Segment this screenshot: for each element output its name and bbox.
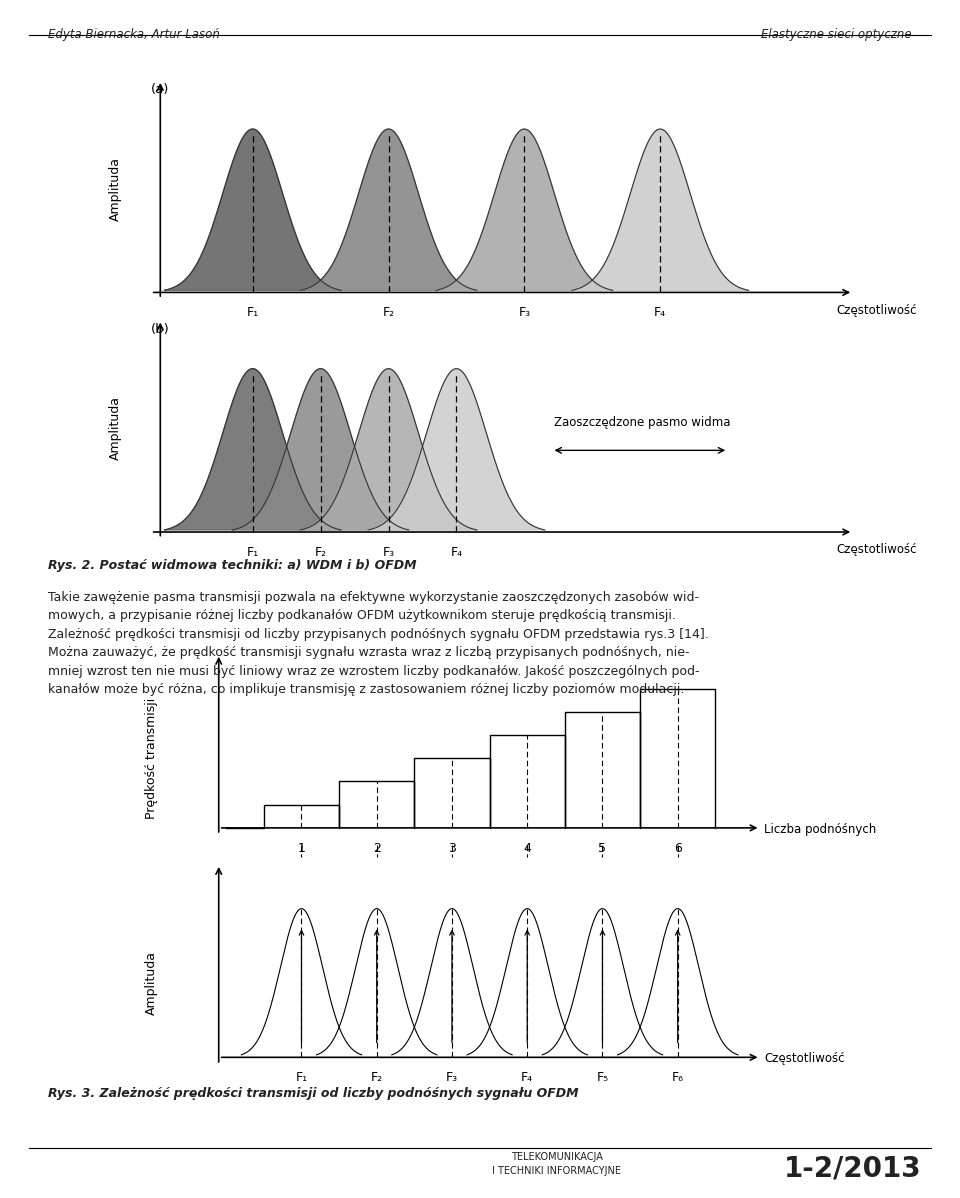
Text: Częstotliwość: Częstotliwość [764, 1052, 845, 1065]
Text: Amplituda: Amplituda [108, 397, 122, 460]
Text: 5: 5 [598, 842, 607, 855]
Text: mniej wzrost ten nie musi być liniowy wraz ze wzrostem liczby podkanałów. Jakość: mniej wzrost ten nie musi być liniowy wr… [48, 665, 700, 678]
Text: Zależność prędkości transmisji od liczby przypisanych podnóśnych sygnału OFDM pr: Zależność prędkości transmisji od liczby… [48, 628, 708, 641]
Polygon shape [317, 908, 437, 1054]
Text: F₃: F₃ [518, 307, 531, 320]
Text: 6: 6 [674, 842, 682, 855]
Polygon shape [436, 129, 612, 290]
Polygon shape [542, 908, 662, 1054]
Polygon shape [392, 908, 513, 1054]
Polygon shape [467, 908, 588, 1054]
Text: Częstotliwość: Częstotliwość [837, 544, 918, 556]
Text: F₂: F₂ [315, 546, 326, 559]
Text: mowych, a przypisanie różnej liczby podkanałów OFDM użytkownikom steruje prędkoś: mowych, a przypisanie różnej liczby podk… [48, 609, 676, 622]
Text: Liczba podnóśnych: Liczba podnóśnych [764, 823, 876, 836]
Text: Amplituda: Amplituda [145, 951, 157, 1015]
Text: 1: 1 [298, 842, 305, 855]
Text: F₃: F₃ [445, 1071, 458, 1084]
Text: Prędkość transmisji: Prędkość transmisji [145, 697, 157, 819]
Text: F₂: F₂ [382, 307, 395, 320]
Text: F₄: F₄ [654, 307, 666, 320]
Text: F₁: F₁ [247, 546, 259, 559]
Text: Zaoszczędzone pasmo widma: Zaoszczędzone pasmo widma [554, 416, 731, 429]
Polygon shape [164, 369, 341, 530]
Text: Amplituda: Amplituda [108, 157, 122, 220]
Text: 1-2/2013: 1-2/2013 [784, 1155, 922, 1182]
Text: 10: 10 [54, 1166, 76, 1180]
Polygon shape [300, 369, 477, 530]
Text: F₂: F₂ [371, 1071, 383, 1084]
Polygon shape [164, 129, 341, 290]
Text: (b): (b) [151, 323, 170, 335]
Text: Edyta Biernacka, Artur Lasoń: Edyta Biernacka, Artur Lasoń [48, 28, 220, 41]
Polygon shape [300, 129, 477, 290]
Text: 2: 2 [372, 842, 381, 855]
Text: Elastyczne sieci optyczne: Elastyczne sieci optyczne [761, 28, 912, 41]
Text: TELEKOMUNIKACJA
I TECHNIKI INFORMACYJNE: TELEKOMUNIKACJA I TECHNIKI INFORMACYJNE [492, 1152, 621, 1175]
Polygon shape [232, 369, 409, 530]
Text: F₁: F₁ [247, 307, 259, 320]
Text: Rys. 3. Zależność prędkości transmisji od liczby podnóśnych sygnału OFDM: Rys. 3. Zależność prędkości transmisji o… [48, 1087, 579, 1100]
Text: Częstotliwość: Częstotliwość [837, 304, 918, 316]
Polygon shape [572, 129, 749, 290]
Text: F₅: F₅ [596, 1071, 609, 1084]
Text: 4: 4 [523, 842, 531, 855]
Polygon shape [617, 908, 738, 1054]
Text: (a): (a) [151, 84, 169, 96]
Text: F₆: F₆ [672, 1071, 684, 1084]
Text: Takie zawężenie pasma transmisji pozwala na efektywne wykorzystanie zaoszczędzon: Takie zawężenie pasma transmisji pozwala… [48, 591, 699, 604]
Text: 3: 3 [448, 842, 456, 855]
Text: F₃: F₃ [382, 546, 395, 559]
Text: F₁: F₁ [296, 1071, 307, 1084]
Polygon shape [368, 369, 544, 530]
Text: F₄: F₄ [521, 1071, 534, 1084]
Text: Rys. 2. Postać widmowa techniki: a) WDM i b) OFDM: Rys. 2. Postać widmowa techniki: a) WDM … [48, 559, 417, 573]
Text: kanałów może być różna, co implikuje transmisję z zastosowaniem różnej liczby po: kanałów może być różna, co implikuje tra… [48, 683, 684, 696]
Polygon shape [241, 908, 362, 1054]
Text: F₄: F₄ [450, 546, 463, 559]
Text: Można zauważyć, że prędkość transmisji sygnału wzrasta wraz z liczbą przypisanyc: Można zauważyć, że prędkość transmisji s… [48, 647, 689, 659]
